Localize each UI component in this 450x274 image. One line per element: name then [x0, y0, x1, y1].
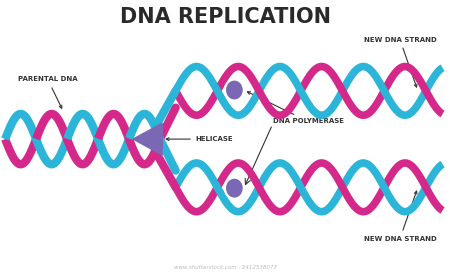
Text: PARENTAL DNA: PARENTAL DNA	[18, 76, 77, 108]
Ellipse shape	[225, 79, 244, 101]
Text: NEW DNA STRAND: NEW DNA STRAND	[364, 191, 436, 242]
Text: www.shutterstock.com · 2412538073: www.shutterstock.com · 2412538073	[174, 265, 276, 270]
Text: DNA REPLICATION: DNA REPLICATION	[120, 7, 330, 27]
Polygon shape	[133, 123, 162, 155]
Text: DNA POLYMERASE: DNA POLYMERASE	[248, 92, 343, 124]
Text: NEW DNA STRAND: NEW DNA STRAND	[364, 37, 436, 87]
Ellipse shape	[225, 178, 244, 199]
Text: HELICASE: HELICASE	[166, 136, 234, 142]
